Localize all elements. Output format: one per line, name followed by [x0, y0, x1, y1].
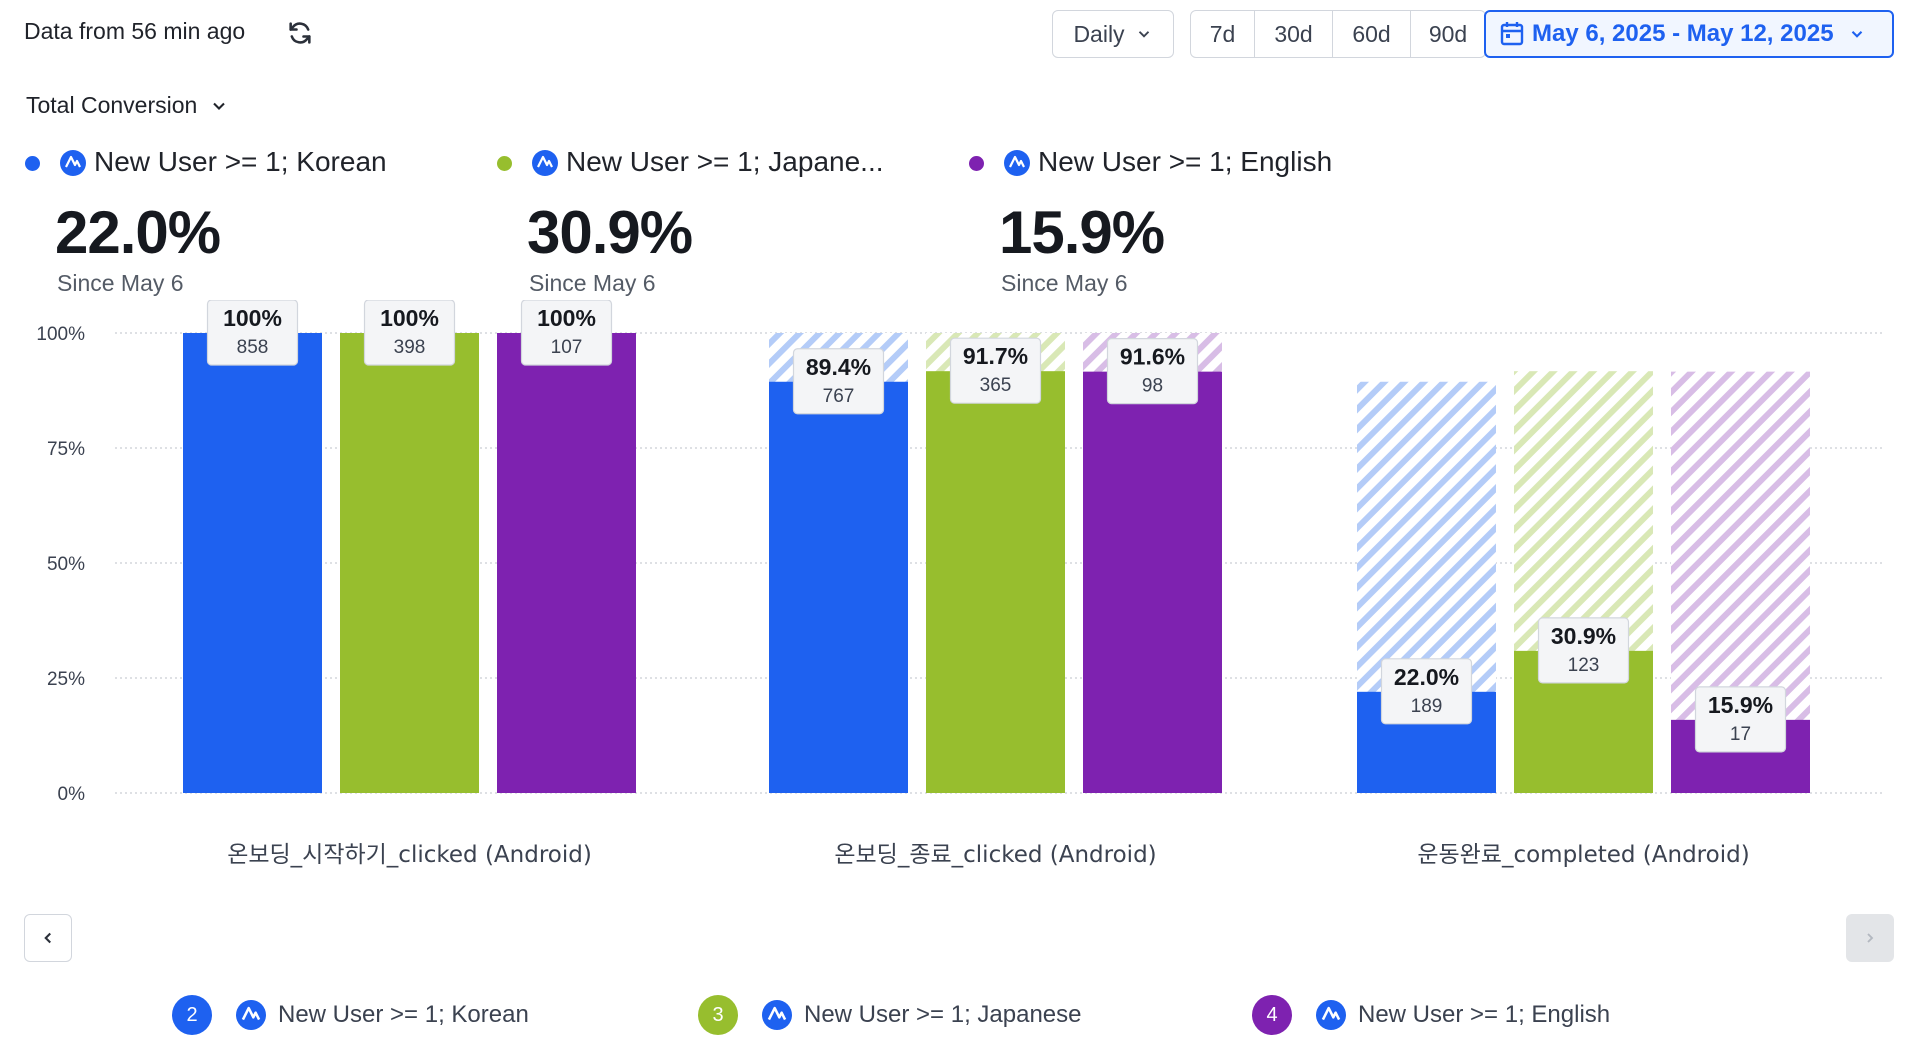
chevron-down-icon: [213, 102, 226, 110]
segment-icon: [236, 1000, 266, 1030]
segment-conversion-value: 30.9%: [527, 199, 693, 266]
segment-number-badge: 2: [172, 995, 212, 1035]
segment-icon: [532, 150, 558, 176]
bar-count-label: 123: [1568, 655, 1600, 676]
bar-label-box: [363, 300, 456, 366]
legend-label: New User >= 1; English: [1358, 1001, 1611, 1028]
bar-count-label: 858: [237, 337, 269, 358]
bar-label-box: [949, 337, 1042, 404]
segment-name: New User >= 1; Japane...: [566, 146, 884, 177]
interval-label: Daily: [1073, 20, 1125, 47]
segment-color-dot: [25, 156, 40, 171]
segment-name: New User >= 1; Korean: [94, 146, 387, 177]
x-category-label: 운동완료_completed (Android): [1417, 842, 1749, 868]
y-tick-label: 100%: [36, 324, 85, 345]
bar-count-label: 98: [1142, 376, 1163, 397]
conversion-bar: [926, 371, 1065, 793]
bar-percent-label: 100%: [380, 305, 439, 331]
metric-label: Total Conversion: [26, 92, 198, 118]
conversion-bar: [1083, 371, 1222, 793]
segment-since-label: Since May 6: [57, 270, 184, 296]
interval-dropdown[interactable]: Daily: [1052, 10, 1174, 58]
x-category-label: 온보딩_시작하기_clicked (Android): [227, 842, 592, 868]
x-category-label: 온보딩_종료_clicked (Android): [834, 842, 1156, 868]
segment-icon: [762, 1000, 792, 1030]
previous-page-button[interactable]: [24, 914, 72, 962]
segment-since-label: Since May 6: [529, 270, 656, 296]
conversion-bar: [497, 333, 636, 793]
legend-item-english[interactable]: 4 New User >= 1; English: [1252, 993, 1610, 1037]
bar-percent-label: 91.6%: [1120, 344, 1185, 370]
next-page-button[interactable]: [1846, 914, 1894, 962]
bar-label-box: [1380, 658, 1473, 725]
bar-percent-label: 89.4%: [806, 354, 871, 380]
segment-conversion-value: 15.9%: [999, 199, 1165, 266]
conversion-bar: [340, 333, 479, 793]
legend-label: New User >= 1; Japanese: [804, 1001, 1082, 1028]
bar-percent-label: 15.9%: [1708, 692, 1773, 718]
chevron-down-icon: [1851, 31, 1862, 38]
segment-color-dot: [969, 156, 984, 171]
date-range-label: May 6, 2025 - May 12, 2025: [1532, 20, 1834, 47]
legend-label: New User >= 1; Korean: [278, 1001, 529, 1028]
conversion-bar: [183, 333, 322, 793]
segment-number-badge: 3: [698, 995, 738, 1035]
funnel-bar-chart: 100% 75% 50% 25% 0% 100% 858 100% 398 100% 107 온보딩_…: [36, 300, 1885, 868]
segment-number-badge: 4: [1252, 995, 1292, 1035]
calendar-icon: [1500, 22, 1524, 46]
bar-count-label: 17: [1730, 724, 1751, 745]
refresh-icon[interactable]: [286, 18, 314, 48]
bar-label-box: [792, 348, 885, 415]
segment-name: New User >= 1; English: [1038, 146, 1333, 177]
segment-color-dot: [497, 156, 512, 171]
bar-label-box: [520, 300, 613, 366]
y-tick-label: 0%: [58, 784, 86, 805]
chevron-right-icon: [1867, 933, 1874, 943]
bar-percent-label: 30.9%: [1551, 623, 1616, 649]
y-tick-label: 50%: [47, 554, 85, 575]
bar-label-box: [1106, 338, 1199, 405]
range-selector: 7d 30d 60d 90d: [1190, 10, 1486, 58]
bar-count-label: 365: [980, 375, 1012, 396]
segment-conversion-value: 22.0%: [55, 199, 221, 266]
bar-label-box: [206, 300, 299, 366]
bar-percent-label: 100%: [223, 305, 282, 331]
bar-percent-label: 22.0%: [1394, 664, 1459, 690]
range-7d-button[interactable]: 7d: [1191, 11, 1255, 57]
legend-item-japanese[interactable]: 3 New User >= 1; Japanese: [698, 993, 1082, 1037]
chevron-left-icon: [44, 932, 51, 944]
bar-percent-label: 100%: [537, 305, 596, 331]
bar-count-label: 107: [551, 337, 583, 358]
bar-count-label: 189: [1411, 696, 1443, 717]
data-freshness-text: Data from 56 min ago: [24, 18, 246, 44]
segment-icon: [1316, 1000, 1346, 1030]
bar-percent-label: 91.7%: [963, 343, 1028, 369]
metric-dropdown[interactable]: Total Conversion: [26, 92, 229, 119]
segment-icon: [1004, 150, 1030, 176]
legend-item-korean[interactable]: 2 New User >= 1; Korean: [172, 993, 529, 1037]
bar-count-label: 398: [394, 337, 426, 358]
range-60d-button[interactable]: 60d: [1333, 11, 1411, 57]
chevron-down-icon: [1138, 31, 1149, 38]
segment-since-label: Since May 6: [1001, 270, 1128, 296]
bar-count-label: 767: [823, 386, 855, 407]
range-30d-button[interactable]: 30d: [1255, 11, 1333, 57]
segment-icon: [60, 150, 86, 176]
bar-label-box: [1694, 686, 1787, 753]
y-tick-label: 75%: [47, 439, 85, 460]
date-range-picker[interactable]: May 6, 2025 - May 12, 2025: [1484, 10, 1894, 58]
range-90d-button[interactable]: 90d: [1428, 20, 1468, 47]
bar-label-box: [1537, 617, 1630, 684]
y-tick-label: 25%: [47, 669, 85, 690]
conversion-bar: [769, 381, 908, 793]
